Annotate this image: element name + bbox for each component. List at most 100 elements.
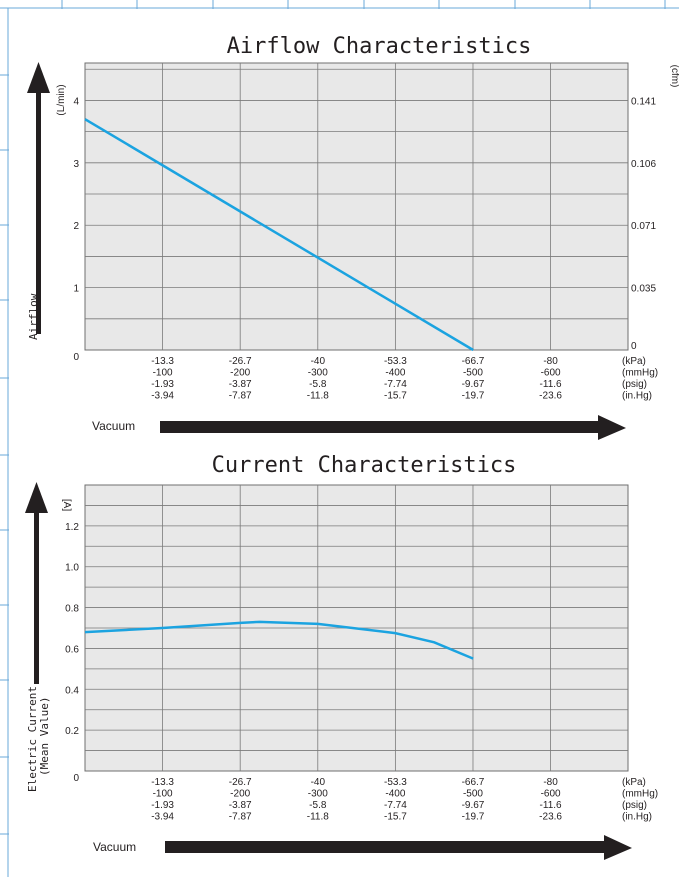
current-y-ticks: 0.2 0.4 0.6 0.8 1.0 1.2 0 — [65, 522, 79, 784]
x-unit-label: (in.Hg) — [622, 812, 652, 823]
x-tick-label: -26.7 — [229, 356, 252, 367]
airflow-y-tick: 2 — [73, 221, 79, 232]
x-tick-label: -100 — [153, 368, 173, 379]
x-tick-label: -7.87 — [229, 391, 252, 402]
airflow-y-tick: 4 — [73, 96, 79, 107]
x-tick-label: -19.7 — [462, 812, 485, 823]
airflow-chart: Airflow Characteristics 1 2 3 4 0 0 0.03… — [27, 34, 679, 440]
x-tick-label: -3.94 — [151, 812, 174, 823]
airflow-plot-area — [84, 62, 629, 351]
airflow-grid — [85, 63, 628, 350]
current-chart: Current Characteristics 0.2 0.4 0.6 0.8 … — [25, 453, 658, 860]
x-tick-label: -80 — [543, 356, 558, 367]
x-tick-label: -40 — [311, 356, 326, 367]
x-tick-label: -7.74 — [384, 800, 407, 811]
x-unit-label: (mmHg) — [622, 368, 658, 379]
x-tick-label: -3.87 — [229, 800, 252, 811]
current-grid — [85, 485, 628, 771]
airflow-y2-unit: (cfm) — [669, 65, 679, 88]
x-tick-label: -1.93 — [151, 379, 174, 390]
airflow-y2-tick: 0.071 — [631, 221, 656, 232]
current-y-axis-arrow — [25, 482, 48, 684]
current-y-tick: 1.2 — [65, 522, 79, 533]
x-tick-label: -13.3 — [151, 356, 174, 367]
airflow-y2-ticks: 0 0.035 0.071 0.106 0.141 — [631, 96, 656, 352]
x-tick-label: -3.87 — [229, 379, 252, 390]
x-tick-label: -23.6 — [539, 391, 562, 402]
x-tick-label: -600 — [541, 789, 561, 800]
current-chart-title: Current Characteristics — [212, 453, 517, 478]
airflow-y-unit: (L/min) — [56, 84, 67, 115]
current-vacuum-arrow — [165, 835, 632, 860]
current-y-axis-subtitle: (Mean Value) — [38, 697, 51, 776]
airflow-vacuum-arrow — [160, 415, 626, 440]
airflow-y2-tick: 0 — [631, 341, 637, 352]
airflow-y2-tick: 0.035 — [631, 284, 656, 295]
x-unit-label: (in.Hg) — [622, 391, 652, 402]
x-tick-label: -5.8 — [309, 379, 327, 390]
x-tick-label: -400 — [385, 368, 405, 379]
x-tick-label: -15.7 — [384, 812, 407, 823]
x-tick-label: -11.8 — [307, 391, 329, 402]
airflow-x-ticks: -13.3 -26.7 -40 -53.3 -66.7 -80 (kPa)-100 -200-… — [151, 356, 658, 402]
x-tick-label: -7.87 — [229, 812, 252, 823]
current-y-tick: 0.2 — [65, 726, 79, 737]
x-tick-label: -23.6 — [539, 812, 562, 823]
x-tick-label: -5.8 — [309, 800, 327, 811]
airflow-y-ticks: 1 2 3 4 0 — [73, 96, 79, 363]
x-tick-label: -9.67 — [462, 379, 485, 390]
x-tick-label: -9.67 — [462, 800, 485, 811]
current-y-axis-title: Electric Current — [26, 686, 39, 792]
x-unit-label: (psig) — [622, 800, 647, 811]
current-y-tick: 0.6 — [65, 644, 79, 655]
x-tick-label: -1.93 — [151, 800, 174, 811]
x-tick-label: -15.7 — [384, 391, 407, 402]
x-tick-label: -300 — [308, 368, 328, 379]
x-unit-label: (mmHg) — [622, 789, 658, 800]
x-tick-label: -66.7 — [462, 356, 485, 367]
x-tick-label: -40 — [311, 777, 326, 788]
x-tick-label: -11.8 — [307, 812, 329, 823]
x-unit-label: (kPa) — [622, 356, 646, 367]
airflow-y-axis-title: Airflow — [27, 293, 40, 340]
x-tick-label: -200 — [230, 789, 250, 800]
current-vacuum-label: Vacuum — [93, 840, 136, 854]
x-tick-label: -53.3 — [384, 356, 407, 367]
x-tick-label: -53.3 — [384, 777, 407, 788]
x-tick-label: -100 — [153, 789, 173, 800]
current-y-tick: 1.0 — [65, 563, 79, 574]
x-tick-label: -11.6 — [540, 379, 562, 390]
x-tick-label: -400 — [385, 789, 405, 800]
x-tick-label: -19.7 — [462, 391, 485, 402]
x-unit-label: (psig) — [622, 379, 647, 390]
airflow-vacuum-label: Vacuum — [92, 419, 135, 433]
x-tick-label: -3.94 — [151, 391, 174, 402]
airflow-chart-title: Airflow Characteristics — [227, 34, 532, 59]
x-tick-label: -7.74 — [384, 379, 407, 390]
x-tick-label: -80 — [543, 777, 558, 788]
x-tick-label: -500 — [463, 368, 483, 379]
airflow-series-line — [84, 118, 474, 352]
current-y-unit: [A] — [61, 499, 72, 511]
x-tick-label: -300 — [308, 789, 328, 800]
airflow-y-tick: 3 — [73, 159, 79, 170]
airflow-y2-tick: 0.106 — [631, 159, 656, 170]
current-y-tick: 0.4 — [65, 685, 79, 696]
x-tick-label: -500 — [463, 789, 483, 800]
current-origin-label: 0 — [73, 773, 79, 784]
airflow-y-tick: 1 — [73, 284, 79, 295]
x-tick-label: -66.7 — [462, 777, 485, 788]
x-tick-label: -26.7 — [229, 777, 252, 788]
airflow-y-axis-arrow — [27, 62, 50, 334]
x-tick-label: -11.6 — [540, 800, 562, 811]
current-x-ticks: -13.3 -26.7 -40 -53.3 -66.7 -80 (kPa)-100 -200-… — [151, 777, 658, 823]
x-tick-label: -13.3 — [151, 777, 174, 788]
x-tick-label: -600 — [541, 368, 561, 379]
airflow-y2-tick: 0.141 — [631, 96, 656, 107]
x-unit-label: (kPa) — [622, 777, 646, 788]
airflow-origin-label: 0 — [73, 352, 79, 363]
current-series-line — [84, 620, 474, 660]
x-tick-label: -200 — [230, 368, 250, 379]
